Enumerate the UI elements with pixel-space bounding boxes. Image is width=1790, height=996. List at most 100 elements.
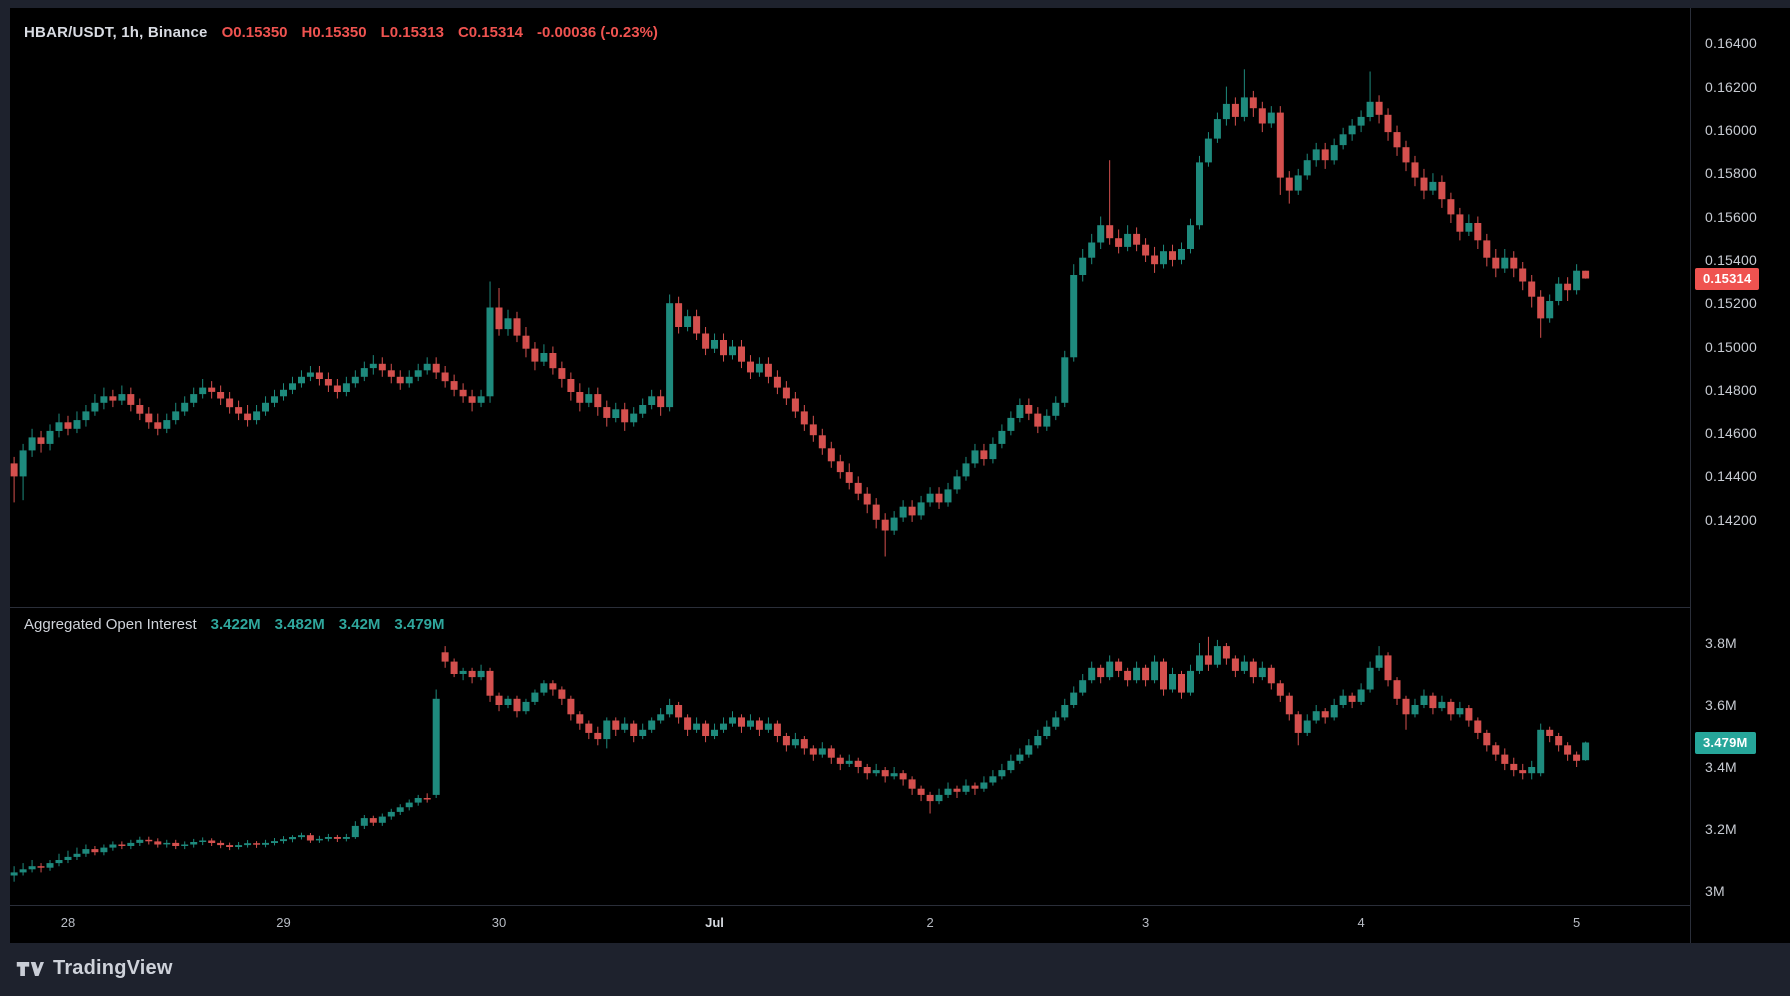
candle-body: [1375, 101, 1383, 115]
candle-body: [1034, 736, 1042, 746]
last-oi-badge: 3.479M: [1695, 731, 1756, 754]
candle-body: [935, 493, 943, 503]
candle-body: [1510, 257, 1518, 269]
candle-body: [926, 794, 934, 802]
candle-body: [1420, 695, 1428, 705]
oi-value: 3.422M: [210, 616, 261, 633]
candle-body: [1276, 683, 1284, 696]
candle-body: [55, 422, 63, 431]
candle-body: [1025, 405, 1033, 414]
candle-body: [791, 739, 799, 746]
candle-body: [477, 670, 485, 678]
candle-body: [1375, 655, 1383, 668]
candle-body: [881, 770, 889, 777]
candle-body: [73, 853, 81, 857]
candle-body: [1573, 754, 1581, 761]
time-tick-label: 30: [491, 915, 507, 930]
candle-body: [684, 316, 692, 327]
candle-body: [1079, 680, 1087, 693]
candle-body: [1061, 705, 1069, 718]
candle-body: [1429, 695, 1437, 709]
candle-body: [1196, 162, 1203, 226]
candle-body: [262, 842, 269, 845]
candle-body: [495, 307, 503, 330]
symbol-title[interactable]: HBAR/USDT, 1h, Binance: [24, 24, 208, 41]
candle-body: [10, 872, 18, 876]
candle-body: [1043, 415, 1051, 427]
candle-body: [1582, 270, 1590, 279]
price-pane[interactable]: HBAR/USDT, 1h, Binance O0.15350 H0.15350 L0…: [10, 8, 1690, 607]
price-axis-label: 0.14200: [1705, 511, 1758, 528]
candle-body: [1178, 249, 1185, 260]
candle-body: [172, 411, 180, 421]
candle-body: [378, 816, 386, 823]
candle-body: [576, 392, 584, 403]
candle-body: [1555, 736, 1563, 746]
candle-body: [1402, 698, 1410, 715]
candle-body: [1339, 695, 1347, 705]
time-scale[interactable]: 28 29 30 Jul 2 3 4 5: [10, 905, 1690, 943]
candle-body: [899, 506, 907, 518]
candle-body: [1115, 661, 1123, 671]
candle-body: [621, 409, 629, 423]
candle-body: [729, 346, 736, 356]
open-interest-pane[interactable]: Aggregated Open Interest 3.422M 3.482M 3.42…: [10, 607, 1690, 905]
tradingview-logo-icon: [16, 961, 44, 976]
ohlc-value: -0.00036 (-0.23%): [537, 24, 658, 41]
candle-body: [1222, 103, 1230, 120]
candle-body: [899, 773, 907, 780]
candle-body: [944, 788, 952, 795]
candle-body: [396, 807, 404, 812]
candle-body: [1366, 667, 1374, 690]
candle-body: [522, 701, 530, 712]
candle-body: [37, 437, 45, 444]
candle-body: [962, 785, 970, 792]
candle-body: [1492, 745, 1500, 755]
candle-body: [351, 825, 359, 838]
candle-body: [1213, 646, 1221, 665]
oi-indicator-title[interactable]: Aggregated Open Interest: [24, 616, 197, 633]
candle-body: [818, 435, 826, 449]
candle-body: [648, 396, 656, 405]
candle-body: [109, 844, 117, 848]
pane-separator[interactable]: [10, 607, 1790, 608]
tradingview-logo[interactable]: TradingView: [16, 957, 173, 980]
candle-body: [1142, 244, 1150, 256]
candle-body: [1348, 125, 1356, 135]
candle-body: [594, 732, 602, 740]
candle-body: [872, 770, 880, 774]
price-axis-label: 0.16000: [1705, 121, 1758, 138]
candle-body: [540, 353, 548, 362]
oi-candles-canvas[interactable]: [10, 607, 1690, 905]
candle-body: [953, 788, 961, 792]
candle-body: [1267, 112, 1275, 124]
candle-body: [711, 340, 718, 349]
candle-body: [64, 856, 72, 860]
candle-body: [738, 346, 745, 362]
candle-body: [1106, 225, 1114, 239]
price-scale[interactable]: 0.15314 3.479M 0.16400 0.16200 0.16000 0.15…: [1690, 8, 1790, 943]
candle-body: [145, 413, 153, 423]
candle-body: [1447, 199, 1455, 215]
open_interest-axis-label: 3.6M: [1705, 697, 1737, 713]
price-axis-label: 0.15400: [1705, 251, 1758, 268]
candle-body: [1411, 705, 1419, 715]
candle-body: [100, 396, 108, 403]
candle-body: [1393, 132, 1401, 148]
candle-body: [1501, 754, 1509, 764]
candle-body: [1187, 670, 1194, 693]
candle-body: [226, 398, 234, 408]
candle-body: [773, 376, 781, 388]
price-axis-label: 0.14600: [1705, 425, 1758, 442]
candle-body: [100, 847, 108, 853]
price-candles-canvas[interactable]: [10, 8, 1690, 607]
candle-body: [549, 353, 557, 369]
candle-body: [432, 363, 440, 373]
candle-body: [163, 842, 171, 845]
candle-body: [738, 717, 745, 727]
candle-body: [1160, 661, 1167, 690]
candle-body: [423, 363, 431, 371]
candle-body: [208, 840, 216, 843]
candle-body: [181, 844, 189, 846]
candle-body: [1384, 655, 1392, 681]
